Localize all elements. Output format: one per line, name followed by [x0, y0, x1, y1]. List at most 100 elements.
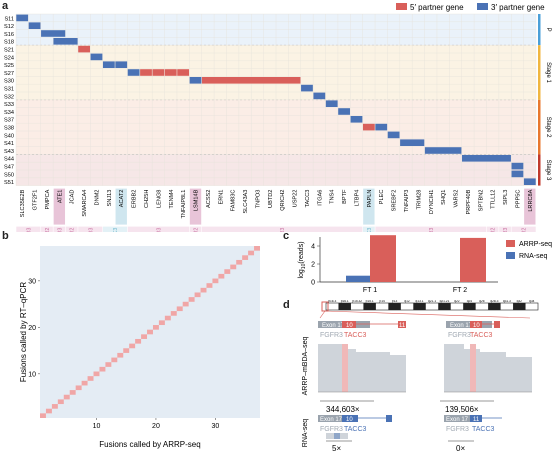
gene-label: JCAD [70, 190, 76, 205]
partner-annotation-label: NTRK3 [113, 228, 119, 232]
right-coverage-track [444, 344, 532, 392]
gene-label: SIPL3 [503, 190, 509, 205]
chromosome-band [488, 303, 501, 310]
partner-annotation-label: FGFR3 [503, 228, 509, 232]
three-prime-cell [523, 178, 536, 185]
partner-annotation-label: FGFR3 [57, 228, 63, 232]
diagonal-cell [218, 273, 225, 279]
gene-label: TNS4 [330, 190, 336, 204]
fusion-cells [16, 14, 536, 185]
gene-label: TNFAIP8L1 [181, 190, 187, 219]
right-gene2-label: TACC3 [470, 332, 493, 339]
diagonal-cell [170, 311, 177, 316]
right-coverage-label: 139,506× [445, 405, 479, 414]
partner-annotation-band [486, 226, 499, 232]
chromosome-bands: p16.3 p16.1 p15.32 p15.1 p14 p13 q12 q13.1 q21.1… [328, 300, 535, 310]
five-prime-cell [164, 69, 177, 76]
diagonal-cell [69, 390, 76, 395]
chromosome-band [513, 303, 526, 310]
y-tick-label: 30 [28, 278, 36, 285]
chromosome-band-label: q22 [454, 300, 460, 303]
panel-d-label: d [283, 299, 290, 311]
left-rna-exon-11 [386, 415, 392, 422]
left-rna-coverage-label: 5× [332, 444, 341, 453]
partner-annotation-label: FGFR3 [280, 228, 286, 232]
diagonal-cell [135, 338, 142, 344]
right-locus: Exon 17 10 FGFR3 TACC3 139,506× Exon 17 … [440, 321, 532, 453]
diagonal-cell [40, 413, 46, 418]
rna-seq-bar [346, 275, 370, 282]
partner-annotation-label: FGFR2 [70, 228, 76, 232]
gene-label: TTLL12 [491, 190, 497, 209]
zoom-line-right [324, 310, 531, 319]
diagonal-cell [99, 366, 106, 372]
three-prime-cell [375, 123, 388, 131]
diagonal-cell [182, 301, 189, 307]
left-exon-11 [398, 321, 406, 328]
gene-label: LSM14B [194, 189, 200, 211]
partner-annotation-label: FGFR2 [45, 228, 51, 232]
reads-bar-chart: FT 1 FT 2 0 2 4 log10(reads) ARRP-seq RNA-s… [298, 235, 552, 294]
c-legend-rna: RNA-seq [519, 253, 548, 260]
sample-label: S24 [4, 55, 14, 61]
right-rna-gene1: FGFR3 [446, 426, 469, 433]
diagonal-cell [93, 371, 100, 377]
right-junction-highlight [470, 344, 476, 392]
gene-labels: SLC35E2B GTF2F1 PMPCA ATE1 JCAD SMARCA4 DNM2 SN… [20, 188, 536, 225]
chromosome-band [338, 303, 351, 310]
gene-label: SMARCA4 [82, 190, 88, 217]
gene-label: SLC43A3 [243, 190, 249, 214]
matrix-grid [15, 13, 537, 186]
gene-label: USP22 [293, 190, 299, 208]
diagonal-cell [105, 362, 112, 367]
left-rna-exon-10 [342, 415, 358, 422]
diagonal-cell [188, 297, 195, 302]
y-tick-label: 20 [28, 325, 36, 332]
gene-label-highlight [115, 188, 127, 225]
three-prime-cell [424, 147, 462, 154]
right-exon-10 [470, 321, 482, 328]
left-exon-11-label: 11 [399, 323, 406, 329]
c-category-label: FT 1 [363, 287, 377, 294]
sample-label: S16 [4, 32, 14, 38]
diagonal-cell [117, 352, 124, 358]
sample-label: S25 [4, 63, 14, 69]
c-legend-arrp-swatch [506, 240, 515, 247]
legend-five-prime-label: 5′ partner gene [410, 3, 464, 12]
gene-label: SPTBN2 [478, 190, 484, 212]
three-prime-cell [313, 92, 326, 100]
gene-label: ERBB2 [132, 190, 138, 208]
partner-annotation-label: FGFR3 [26, 228, 32, 232]
sample-label: S37 [4, 118, 14, 124]
gene-label: SLC35E2B [20, 189, 26, 217]
gene-label-highlight [189, 188, 202, 225]
left-gene1-label: FGFR3 [320, 332, 343, 339]
partner-annotation-band [362, 226, 375, 232]
sample-label: S50 [4, 172, 14, 178]
sample-label: S30 [4, 79, 14, 85]
stage-color-bar [538, 154, 541, 186]
arrp-seq-bar [460, 237, 486, 282]
c-legend-arrp: ARRP-seq [519, 241, 552, 248]
c-y-tick-label: 0 [311, 280, 315, 287]
sample-label: S12 [4, 24, 14, 30]
left-rna-gene1: FGFR3 [320, 426, 343, 433]
gene-label: TNPO3 [255, 190, 261, 209]
left-rna-gene2: TACC3 [344, 426, 367, 433]
diagonal-cell [242, 255, 249, 260]
sample-label: S44 [4, 157, 14, 163]
sample-label: S21 [4, 48, 14, 54]
partner-annotation-label: FGFR2 [194, 228, 200, 232]
sample-label: S47 [4, 165, 14, 171]
panel-a-label: a [2, 0, 9, 12]
c-legend-rna-swatch [506, 252, 515, 259]
x-tick-label: 20 [152, 423, 160, 430]
partner-annotations: FGFR3 FGFR2 FGFR3 FGFR2 FGFR3 NTRK3 FGFR3 FGFR2… [16, 226, 536, 232]
sample-label: S41 [4, 141, 14, 147]
chromosome-band-label: p16.1 [341, 300, 349, 303]
chromosome-band-label: q13.1 [416, 300, 424, 303]
three-prime-cell [28, 22, 41, 29]
chromosome-outline [325, 302, 539, 311]
chromosome-band [413, 303, 426, 310]
